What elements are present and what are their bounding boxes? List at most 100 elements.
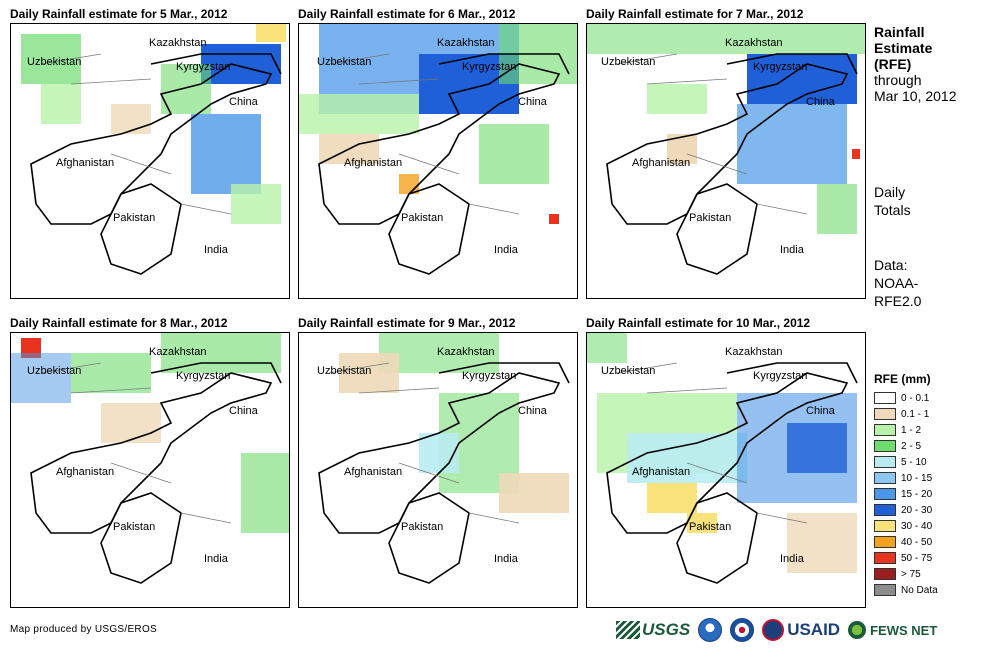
legend-label: 10 - 15 — [901, 472, 933, 484]
label-china: China — [229, 405, 258, 417]
legend-swatch — [874, 408, 896, 420]
data-source-note: Data: NOAA- RFE2.0 — [874, 256, 921, 310]
label-uzbekistan: Uzbekistan — [27, 365, 82, 377]
legend-swatch — [874, 392, 896, 404]
legend-item: 5 - 10 — [874, 454, 938, 470]
label-kazakhstan: Kazakhstan — [437, 37, 495, 49]
legend-label: 20 - 30 — [901, 504, 933, 516]
legend-label: 40 - 50 — [901, 536, 933, 548]
label-kazakhstan: Kazakhstan — [149, 37, 207, 49]
through-label: through — [874, 72, 922, 88]
legend-item: > 75 — [874, 566, 938, 582]
label-kyrgyzstan: Kyrgyzstan — [176, 61, 231, 73]
usaid-logo: USAID — [762, 619, 840, 641]
legend-swatch — [874, 424, 896, 436]
legend-item: No Data — [874, 582, 938, 598]
label-afghanistan: Afghanistan — [344, 466, 403, 478]
panel-title: Daily Rainfall estimate for 6 Mar., 2012 — [298, 7, 516, 21]
label-uzbekistan: Uzbekistan — [601, 365, 656, 377]
legend-label: > 75 — [901, 568, 921, 580]
data-line-2: NOAA- — [874, 275, 919, 291]
rainfall-map: Kazakhstan Uzbekistan Kyrgyzstan China A… — [298, 332, 578, 608]
label-pakistan: Pakistan — [689, 212, 732, 224]
label-india: India — [780, 553, 804, 565]
map-credit: Map produced by USGS/EROS — [10, 624, 158, 635]
panel-title: Daily Rainfall estimate for 5 Mar., 2012 — [10, 7, 228, 21]
label-uzbekistan: Uzbekistan — [27, 56, 82, 68]
label-uzbekistan: Uzbekistan — [317, 365, 372, 377]
legend-item: 1 - 2 — [874, 422, 938, 438]
label-china: China — [229, 96, 258, 108]
map-graphic — [318, 333, 570, 584]
label-kyrgyzstan: Kyrgyzstan — [462, 61, 517, 73]
label-pakistan: Pakistan — [113, 521, 156, 533]
legend-label: 1 - 2 — [901, 424, 922, 436]
label-china: China — [806, 96, 835, 108]
label-china: China — [806, 405, 835, 417]
label-kazakhstan: Kazakhstan — [725, 37, 783, 49]
legend-item: 30 - 40 — [874, 518, 938, 534]
panel-title: Daily Rainfall estimate for 10 Mar., 201… — [586, 316, 811, 330]
legend-swatch — [874, 568, 896, 580]
legend-swatch — [874, 456, 896, 468]
nws-logo-icon — [730, 618, 755, 642]
legend-label: No Data — [901, 584, 938, 596]
panel-title: Daily Rainfall estimate for 8 Mar., 2012 — [10, 316, 228, 330]
legend-label: 50 - 75 — [901, 552, 933, 564]
label-afghanistan: Afghanistan — [56, 157, 115, 169]
legend-swatch — [874, 488, 896, 500]
panel-title: Daily Rainfall estimate for 9 Mar., 2012 — [298, 316, 516, 330]
label-kyrgyzstan: Kyrgyzstan — [176, 370, 231, 382]
map-graphic — [299, 24, 577, 275]
title-line-3: (RFE) — [874, 56, 912, 72]
label-india: India — [780, 244, 804, 256]
rainfall-map: Kazakhstan Uzbekistan Kyrgyzstan China A… — [10, 23, 290, 299]
data-line-1: Data: — [874, 257, 908, 273]
label-china: China — [518, 96, 547, 108]
legend-label: 15 - 20 — [901, 488, 933, 500]
rainfall-map: Kazakhstan Uzbekistan Kyrgyzstan China A… — [586, 23, 866, 299]
label-pakistan: Pakistan — [689, 521, 732, 533]
label-kazakhstan: Kazakhstan — [725, 346, 783, 358]
label-pakistan: Pakistan — [401, 212, 444, 224]
legend-item: 2 - 5 — [874, 438, 938, 454]
title-line-1: Rainfall — [874, 24, 925, 40]
legend-label: 0.1 - 1 — [901, 408, 930, 420]
legend-item: 50 - 75 — [874, 550, 938, 566]
legend-item: 10 - 15 — [874, 470, 938, 486]
map-graphic — [587, 24, 865, 275]
usgs-logo: USGS — [616, 620, 690, 640]
label-india: India — [494, 553, 518, 565]
label-afghanistan: Afghanistan — [56, 466, 115, 478]
legend-item: 15 - 20 — [874, 486, 938, 502]
legend-label: 30 - 40 — [901, 520, 933, 532]
legend-swatch — [874, 536, 896, 548]
legend-label: 2 - 5 — [901, 440, 922, 452]
legend-swatch — [874, 552, 896, 564]
label-india: India — [494, 244, 518, 256]
legend-label: 5 - 10 — [901, 456, 927, 468]
label-india: India — [204, 553, 228, 565]
label-afghanistan: Afghanistan — [344, 157, 403, 169]
usaid-seal-icon — [762, 619, 785, 641]
legend-item: 40 - 50 — [874, 534, 938, 550]
rainfall-map: Kazakhstan Uzbekistan Kyrgyzstan China A… — [586, 332, 866, 608]
legend-swatch — [874, 520, 896, 532]
noaa-logo-icon — [698, 618, 723, 642]
legend-swatch — [874, 440, 896, 452]
label-kazakhstan: Kazakhstan — [437, 346, 495, 358]
map-graphic — [587, 333, 858, 584]
label-pakistan: Pakistan — [113, 212, 156, 224]
legend-swatch — [874, 472, 896, 484]
label-kyrgyzstan: Kyrgyzstan — [753, 61, 808, 73]
rainfall-map: Kazakhstan Uzbekistan Kyrgyzstan China A… — [298, 23, 578, 299]
title-line-2: Estimate — [874, 40, 933, 56]
legend: 0 - 0.1 0.1 - 1 1 - 2 2 - 5 5 - 10 10 - 15 15 … — [874, 390, 938, 598]
data-line-3: RFE2.0 — [874, 293, 922, 309]
legend-item: 0 - 0.1 — [874, 390, 938, 406]
label-afghanistan: Afghanistan — [632, 466, 691, 478]
label-pakistan: Pakistan — [401, 521, 444, 533]
label-kyrgyzstan: Kyrgyzstan — [753, 370, 808, 382]
legend-item: 0.1 - 1 — [874, 406, 938, 422]
usaid-text: USAID — [787, 620, 841, 639]
